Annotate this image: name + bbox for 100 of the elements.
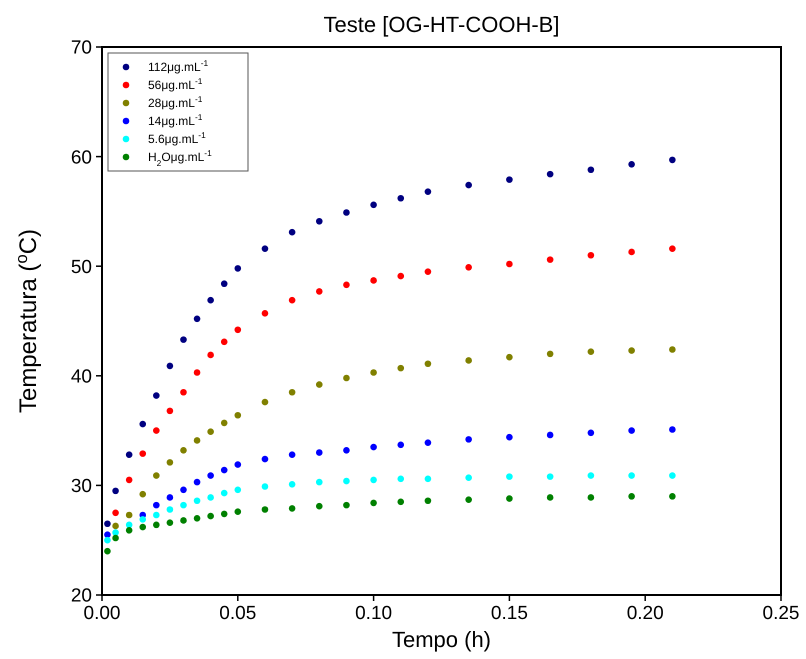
point xyxy=(139,450,146,457)
point xyxy=(234,265,242,272)
legend-label: 112μg.mL$^{-1}$ xyxy=(148,58,209,74)
point xyxy=(126,476,132,484)
point xyxy=(343,447,350,454)
point xyxy=(180,388,187,396)
point xyxy=(316,381,323,388)
point xyxy=(220,466,228,474)
point xyxy=(207,296,214,304)
x-tick-label: 0.05 xyxy=(219,603,256,624)
point xyxy=(126,451,132,458)
point xyxy=(288,228,296,236)
point xyxy=(316,288,323,295)
x-tick-label: 0.10 xyxy=(355,603,392,624)
point xyxy=(262,483,268,490)
point xyxy=(465,496,472,503)
point xyxy=(628,160,635,168)
point xyxy=(397,476,404,482)
chart-title: Teste [OG-HT-COOH-B] xyxy=(324,12,560,37)
point xyxy=(207,428,214,435)
point xyxy=(370,476,377,484)
point xyxy=(288,451,296,458)
point xyxy=(220,490,228,496)
point xyxy=(669,426,676,433)
point xyxy=(424,476,432,482)
point xyxy=(546,494,554,501)
point xyxy=(207,352,214,358)
point xyxy=(506,176,513,183)
point xyxy=(343,282,350,288)
point xyxy=(166,506,174,513)
point xyxy=(669,493,676,500)
point xyxy=(180,336,187,343)
point xyxy=(588,166,594,174)
point xyxy=(628,472,635,479)
point xyxy=(194,514,200,522)
legend-label: 28μg.mL$^{-1}$ xyxy=(148,94,203,110)
point xyxy=(669,156,676,164)
legend-label: H$_{2}$Oμg.mL$^{-1}$ xyxy=(148,148,212,168)
point xyxy=(506,434,513,440)
point xyxy=(370,444,377,450)
point xyxy=(316,449,323,456)
point xyxy=(112,488,119,494)
point xyxy=(220,280,228,288)
point xyxy=(234,508,242,516)
point xyxy=(546,256,554,263)
point xyxy=(288,481,296,488)
point xyxy=(588,348,594,355)
point xyxy=(166,362,174,370)
x-tick-label: 0.20 xyxy=(626,603,664,624)
point xyxy=(397,498,404,506)
point xyxy=(628,248,635,256)
point xyxy=(465,264,472,271)
point xyxy=(546,170,554,178)
point xyxy=(343,478,350,484)
point xyxy=(207,512,214,520)
point xyxy=(153,427,160,434)
y-tick-label: 60 xyxy=(70,147,92,168)
point xyxy=(370,202,377,208)
point xyxy=(234,412,242,419)
point xyxy=(669,472,676,479)
point xyxy=(153,522,160,528)
point xyxy=(126,527,132,534)
point xyxy=(262,310,268,317)
point xyxy=(465,436,472,443)
point xyxy=(424,360,432,368)
point xyxy=(588,429,594,436)
point xyxy=(112,522,119,530)
point xyxy=(370,277,377,284)
point xyxy=(139,420,146,428)
point xyxy=(546,350,554,358)
point xyxy=(112,510,119,516)
y-tick-label: 70 xyxy=(70,38,92,59)
point xyxy=(166,459,174,466)
point xyxy=(234,326,242,334)
point xyxy=(316,478,323,486)
point xyxy=(207,472,214,479)
legend-label: 14μg.mL$^{-1}$ xyxy=(148,112,203,128)
point xyxy=(234,461,242,468)
point xyxy=(316,218,323,225)
point xyxy=(288,505,296,512)
point xyxy=(506,354,513,360)
point xyxy=(166,494,174,501)
point xyxy=(180,517,187,524)
point xyxy=(104,536,111,544)
y-tick-label: 40 xyxy=(70,366,92,388)
legend-label: 5.6μg.mL$^{-1}$ xyxy=(148,130,206,146)
point xyxy=(343,209,350,216)
point xyxy=(424,188,432,195)
point xyxy=(153,502,160,508)
point xyxy=(424,497,432,504)
point xyxy=(424,268,432,275)
point xyxy=(220,420,228,426)
legend-label: 56μg.mL$^{-1}$ xyxy=(148,76,203,92)
point xyxy=(628,493,635,500)
point xyxy=(166,519,174,526)
point xyxy=(194,316,200,322)
point xyxy=(112,529,119,536)
point xyxy=(316,502,323,510)
point xyxy=(465,474,472,482)
point xyxy=(139,524,146,530)
